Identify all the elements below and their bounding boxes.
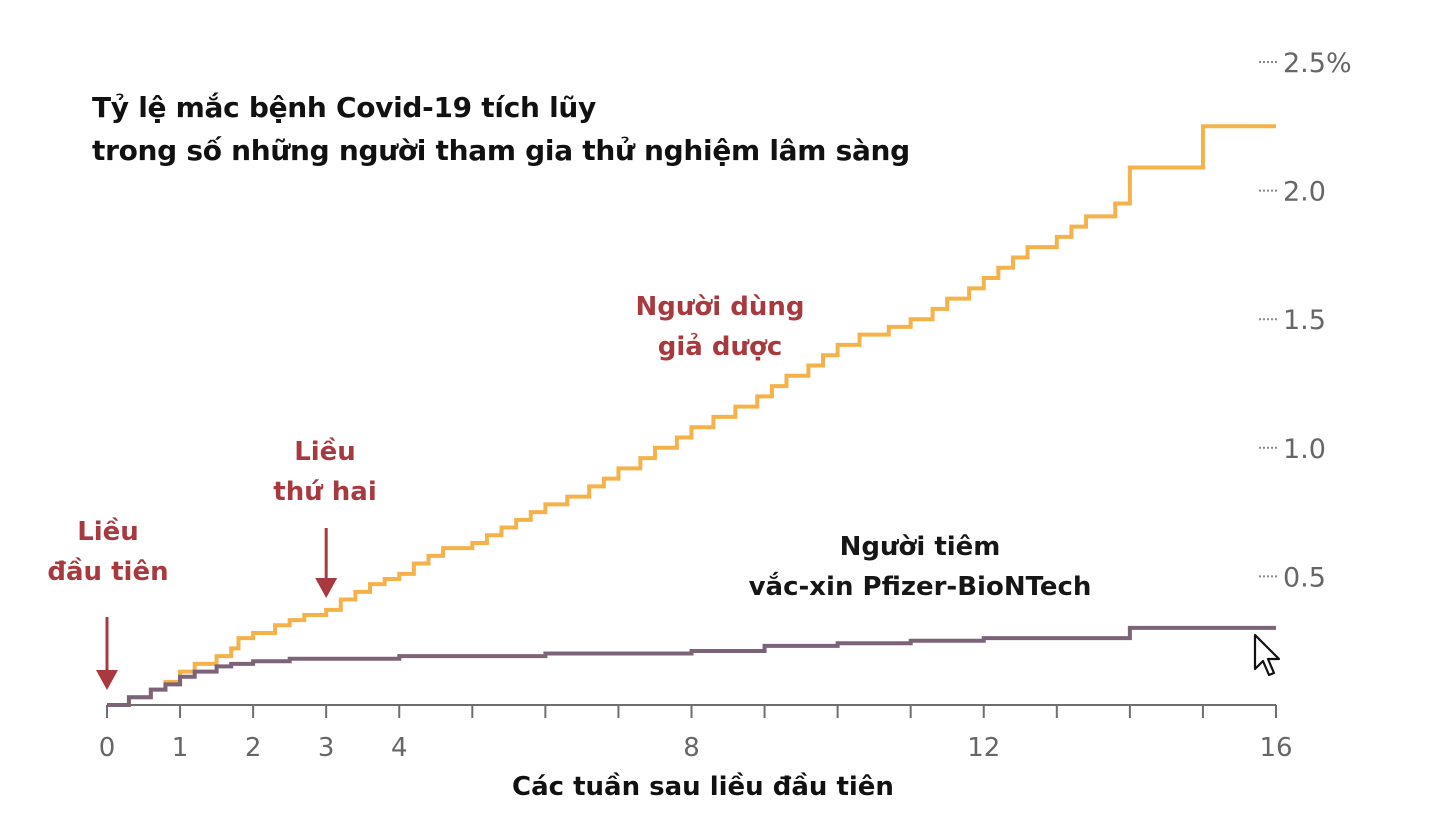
mouse-pointer-icon <box>1253 633 1281 677</box>
first-dose-arrow-icon <box>96 617 118 690</box>
second-dose-line-1: Liều <box>294 437 356 467</box>
y-axis-ticks: 0.5 1.0 1.5 2.0 2.5% <box>1259 48 1352 593</box>
placebo-series-line <box>107 124 1276 707</box>
x-axis-label: Các tuần sau liều đầu tiên <box>512 772 894 802</box>
y-tick-label: 0.5 <box>1283 562 1326 593</box>
x-tick-label: 0 <box>99 733 116 763</box>
x-tick-label: 1 <box>172 733 189 763</box>
vaccine-line-2: vắc-xin Pfizer-BioNTech <box>748 572 1092 602</box>
y-tick-label: 2.0 <box>1283 177 1326 208</box>
x-tick-label: 2 <box>245 733 262 763</box>
x-tick-label: 16 <box>1259 733 1292 763</box>
chart-title: Tỷ lệ mắc bệnh Covid-19 tích lũy trong s… <box>92 86 910 172</box>
second-dose-annotation: Liều thứ hai <box>255 432 395 512</box>
placebo-line-1: Người dùng <box>635 292 805 322</box>
x-tick-label: 12 <box>967 733 1000 763</box>
first-dose-line-2: đầu tiên <box>47 557 169 587</box>
first-dose-line-1: Liều <box>77 517 139 547</box>
series-layer <box>107 124 1276 707</box>
second-dose-line-2: thứ hai <box>273 477 377 507</box>
dose-arrows <box>96 528 338 690</box>
y-tick-label: 2.5% <box>1283 48 1352 79</box>
x-tick-label: 3 <box>318 733 335 763</box>
y-tick-label: 1.0 <box>1283 434 1326 465</box>
x-tick-label: 8 <box>683 733 700 763</box>
chart-title-line-1: Tỷ lệ mắc bệnh Covid-19 tích lũy <box>92 91 596 124</box>
vaccine-line-1: Người tiêm <box>839 532 1001 562</box>
vaccine-annotation: Người tiêm vắc-xin Pfizer-BioNTech <box>730 527 1110 607</box>
placebo-annotation: Người dùng giả dược <box>620 287 820 367</box>
second-dose-arrow-icon <box>315 528 338 598</box>
y-tick-label: 1.5 <box>1283 305 1326 336</box>
placebo-line-2: giả dược <box>657 332 783 362</box>
x-axis: 0 1 2 3 4 8 12 16 <box>99 704 1293 763</box>
chart-title-line-2: trong số những người tham gia thử nghiệm… <box>92 134 910 167</box>
vaccine-series-line <box>107 625 1276 707</box>
x-tick-label: 4 <box>391 733 408 763</box>
first-dose-annotation: Liều đầu tiên <box>40 512 176 592</box>
